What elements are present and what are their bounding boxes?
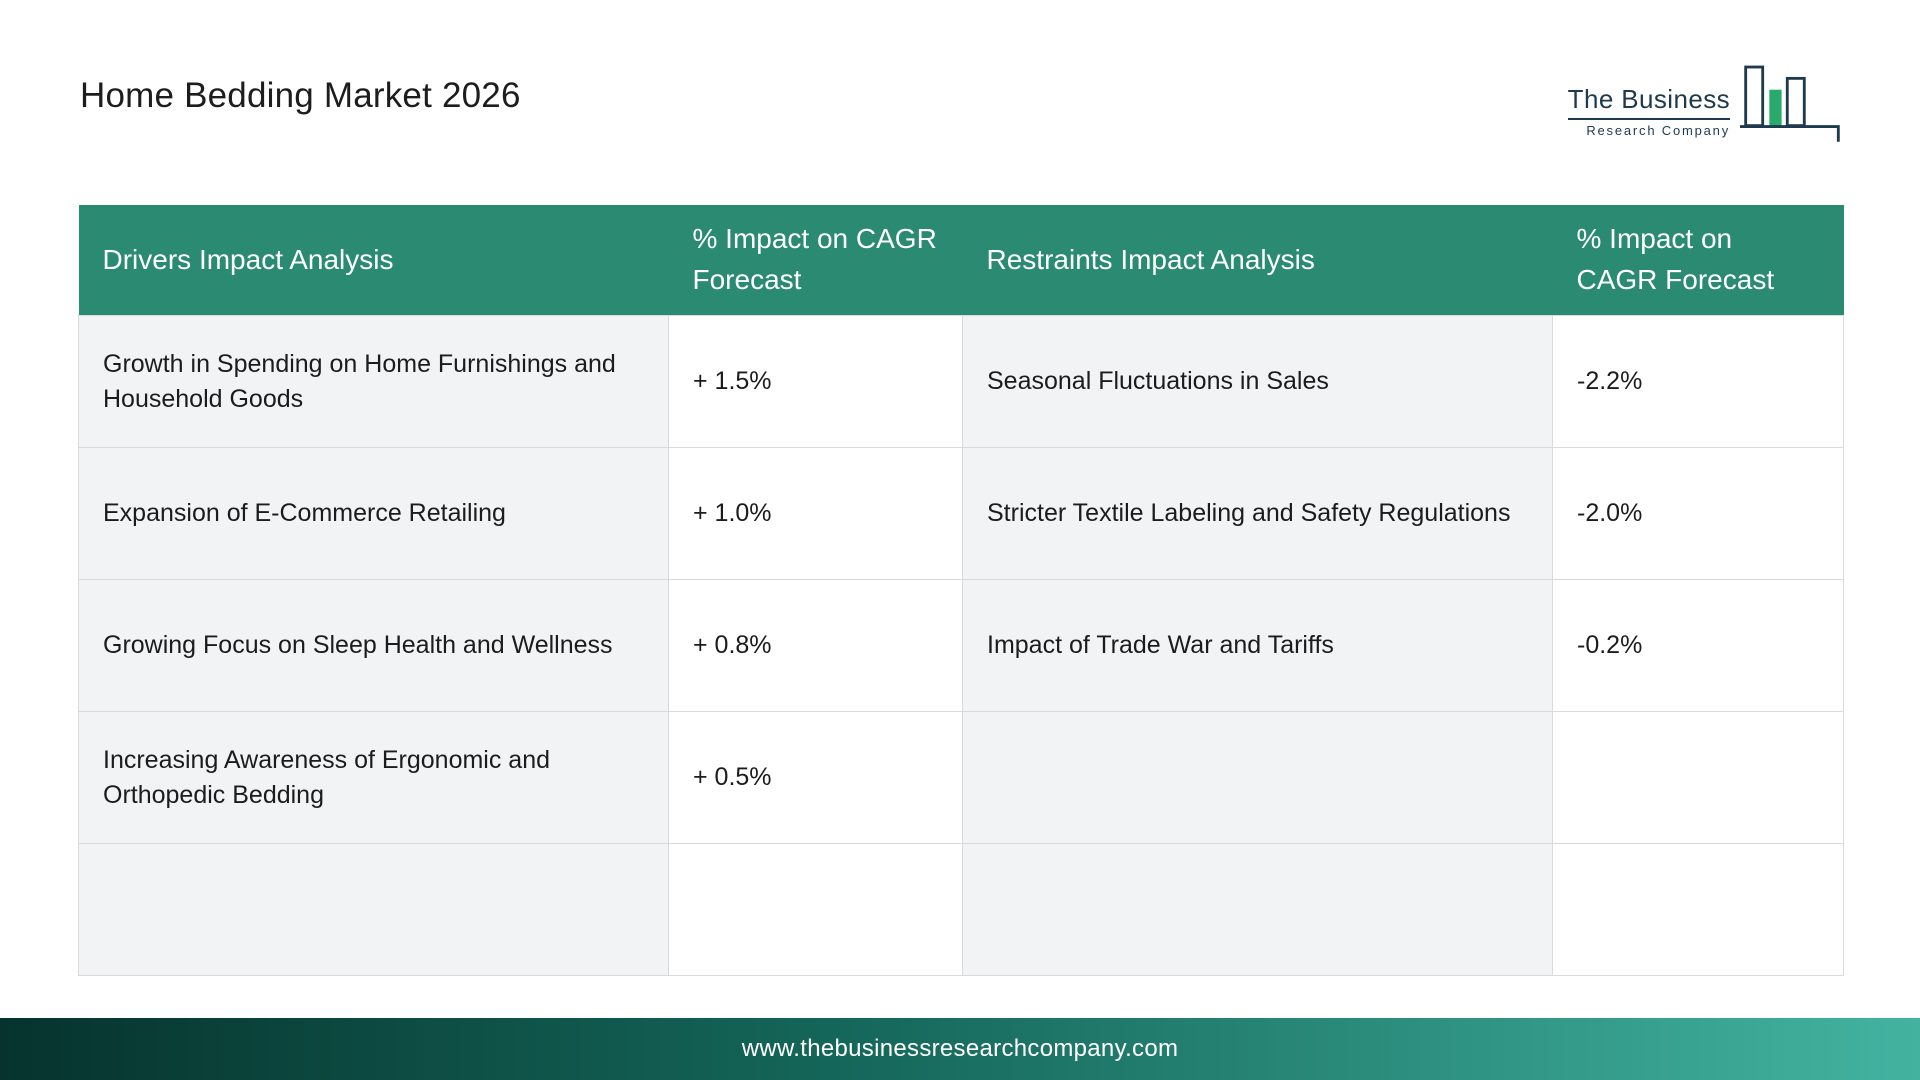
company-logo: The Business Research Company <box>1567 58 1844 146</box>
restraint-cell: Stricter Textile Labeling and Safety Reg… <box>962 447 1553 580</box>
logo-text: The Business Research Company <box>1567 84 1730 138</box>
driver-cell: Growth in Spending on Home Furnishings a… <box>78 315 669 448</box>
footer-banner: www.thebusinessresearchcompany.com <box>0 1018 1920 1080</box>
header-restraints: Restraints Impact Analysis <box>962 205 1553 316</box>
driver-impact-cell: + 1.0% <box>668 447 963 580</box>
restraint-impact-cell: -2.0% <box>1552 447 1844 580</box>
driver-impact-cell: + 0.5% <box>668 711 963 844</box>
driver-cell: Increasing Awareness of Ergonomic and Or… <box>78 711 669 844</box>
table-header-row: Drivers Impact Analysis % Impact on CAGR… <box>78 205 1844 316</box>
logo-bars-icon <box>1740 65 1840 142</box>
restraint-impact-cell: -0.2% <box>1552 579 1844 712</box>
restraint-cell <box>962 843 1553 976</box>
restraint-impact-cell <box>1552 711 1844 844</box>
header-restraints-impact: % Impact on CAGR Forecast <box>1552 205 1844 316</box>
logo-subtitle: Research Company <box>1567 118 1730 138</box>
table-row <box>78 843 1844 976</box>
driver-impact-cell: + 0.8% <box>668 579 963 712</box>
driver-impact-cell <box>668 843 963 976</box>
driver-cell: Expansion of E-Commerce Retailing <box>78 447 669 580</box>
restraint-impact-cell <box>1552 843 1844 976</box>
table-row: Expansion of E-Commerce Retailing + 1.0%… <box>78 447 1844 580</box>
restraint-cell: Impact of Trade War and Tariffs <box>962 579 1553 712</box>
page-title: Home Bedding Market 2026 <box>80 76 521 115</box>
driver-cell <box>78 843 669 976</box>
impact-table: Drivers Impact Analysis % Impact on CAGR… <box>78 205 1844 976</box>
restraint-impact-cell: -2.2% <box>1552 315 1844 448</box>
table-row: Increasing Awareness of Ergonomic and Or… <box>78 711 1844 844</box>
footer-url[interactable]: www.thebusinessresearchcompany.com <box>741 1035 1179 1062</box>
restraint-cell: Seasonal Fluctuations in Sales <box>962 315 1553 448</box>
logo-title: The Business <box>1567 84 1730 114</box>
driver-cell: Growing Focus on Sleep Health and Wellne… <box>78 579 669 712</box>
restraint-cell <box>962 711 1553 844</box>
table-row: Growing Focus on Sleep Health and Wellne… <box>78 579 1844 712</box>
header-drivers-impact: % Impact on CAGR Forecast <box>668 205 963 316</box>
table-row: Growth in Spending on Home Furnishings a… <box>78 315 1844 448</box>
driver-impact-cell: + 1.5% <box>668 315 963 448</box>
header-drivers: Drivers Impact Analysis <box>78 205 669 316</box>
